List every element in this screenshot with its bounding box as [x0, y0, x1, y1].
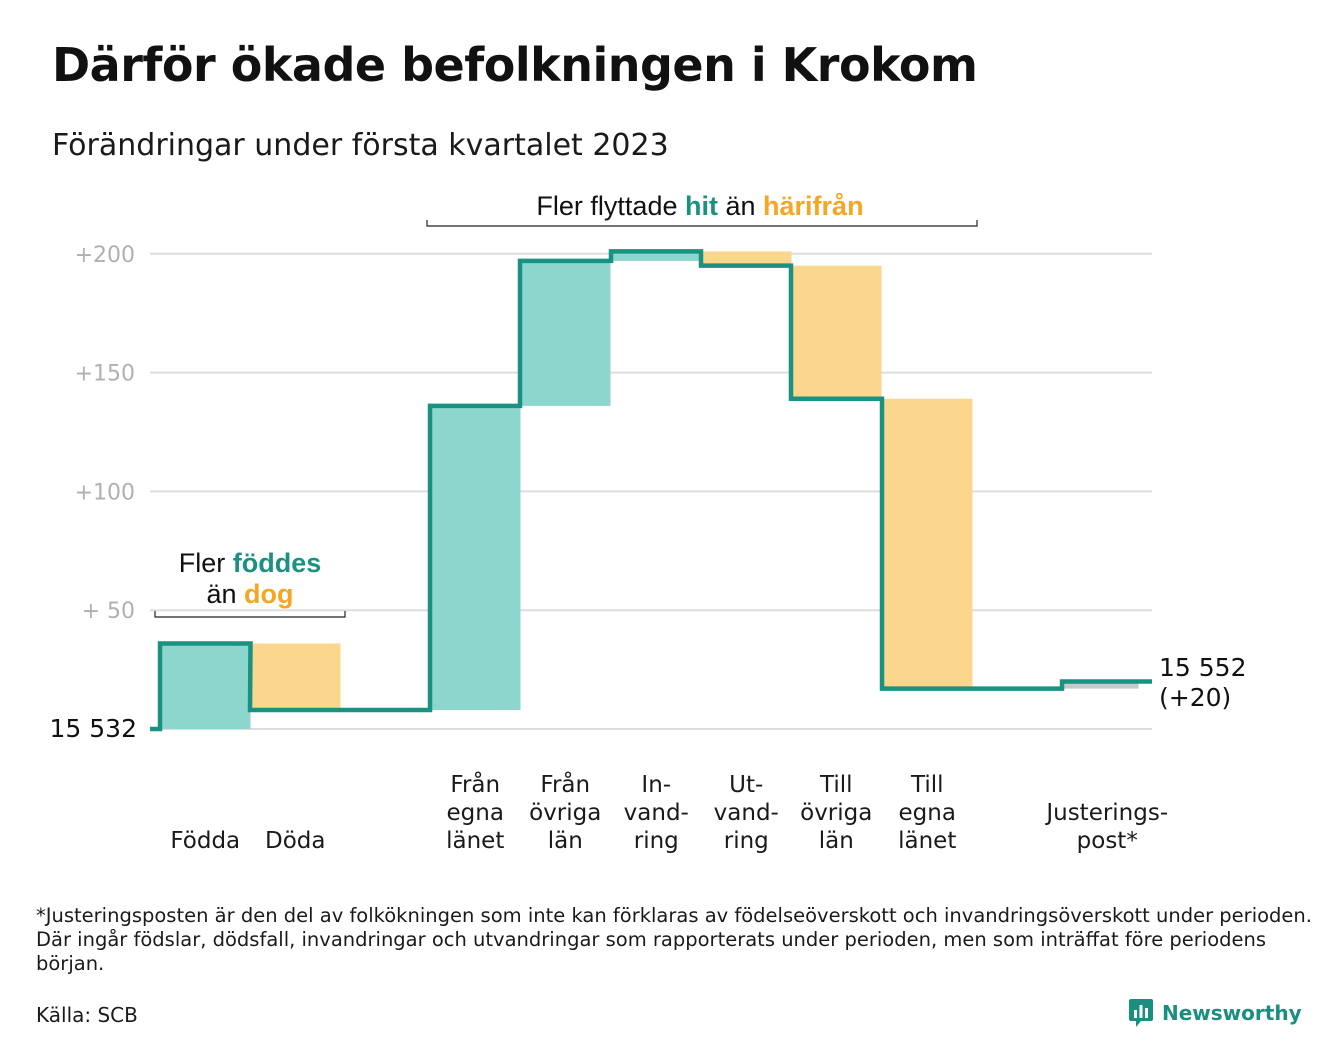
- x-tick-label: länet: [898, 828, 956, 854]
- bar-increase: [611, 251, 702, 261]
- x-axis-labels: Födda DödaFrånegnalänetFrånövrigalänIn-va…: [170, 770, 1168, 854]
- chart-subtitle: Förändringar under första kvartalet 2023: [52, 128, 669, 163]
- x-tick-label: egna: [899, 800, 956, 826]
- annotation-births-highlight: föddes: [232, 548, 322, 578]
- x-tick-label: Från: [450, 770, 500, 798]
- bar-decrease: [701, 251, 792, 266]
- x-tick-label: Döda: [265, 828, 325, 854]
- annotation-brackets: [154, 220, 978, 618]
- bar-increase: [520, 260, 611, 406]
- x-tick-label: övriga: [800, 800, 872, 826]
- end-value-label: 15 552: [1159, 653, 1246, 682]
- x-tick-label: ring: [634, 828, 679, 854]
- value-labels: 15 532 15 552(+20): [50, 653, 1247, 743]
- y-tick-label: +100: [75, 480, 135, 505]
- annotation-migration-in: hit: [684, 191, 718, 221]
- x-tick-label: övriga: [529, 800, 601, 826]
- x-tick-label: ring: [724, 828, 769, 854]
- x-tick-label: Ut-: [729, 772, 763, 798]
- x-tick-label: Till: [910, 772, 944, 798]
- start-value-label: 15 532: [50, 714, 137, 743]
- bar-adjustment: [1064, 681, 1139, 689]
- x-tick-label: In-: [641, 772, 671, 798]
- y-tick-label: +200: [75, 243, 135, 268]
- bars: [160, 251, 1139, 729]
- x-tick-label: län: [548, 828, 583, 854]
- bar-chart-bubble-icon: [1129, 999, 1153, 1027]
- x-tick-label: post*: [1077, 828, 1138, 854]
- brand-name: Newsworthy: [1162, 1001, 1302, 1025]
- x-tick-label: Födda: [170, 828, 240, 854]
- x-tick-label: egna: [447, 800, 504, 826]
- x-tick-label: länet: [446, 828, 504, 854]
- annotation-migration-out: härifrån: [763, 191, 864, 221]
- y-tick-label: + 50: [82, 599, 135, 624]
- y-tick-label: +150: [75, 362, 135, 387]
- annotation-births: Fler föddes än dog: [178, 548, 322, 609]
- step-line: [150, 249, 1152, 732]
- x-tick-label: vand-: [714, 800, 779, 826]
- step-line-layer: [150, 249, 1152, 732]
- annotation-migration: Fler flyttade hit än härifrån: [536, 191, 864, 221]
- grid-lines: [150, 252, 1152, 730]
- waterfall-chart: + 50+100+150+200 Födda DödaFrånegnalänetF…: [50, 220, 1247, 854]
- bar-increase: [160, 643, 251, 729]
- end-change-label: (+20): [1159, 683, 1231, 712]
- bracket-births: [154, 611, 346, 618]
- bar-decrease: [791, 265, 882, 399]
- y-axis-ticks: + 50 +100 +150 +200: [75, 243, 135, 624]
- footnote: *Justeringsposten är den del av folkökni…: [36, 904, 1312, 975]
- x-tick-label: Från: [540, 770, 590, 798]
- x-tick-label: län: [819, 828, 854, 854]
- newsworthy-logo: Newsworthy: [1128, 998, 1302, 1028]
- bar-increase: [430, 405, 521, 710]
- source-note: Källa: SCB: [36, 1003, 138, 1027]
- x-tick-label: Till: [819, 772, 853, 798]
- bracket-migration: [426, 220, 978, 227]
- bar-decrease: [250, 643, 341, 710]
- x-tick-label: Justerings-: [1044, 800, 1168, 826]
- chart-title: Därför ökade befolkningen i Krokom: [52, 38, 978, 92]
- bar-decrease: [882, 398, 973, 689]
- annotation-deaths-highlight: dog: [244, 579, 294, 609]
- x-tick-label: vand-: [624, 800, 689, 826]
